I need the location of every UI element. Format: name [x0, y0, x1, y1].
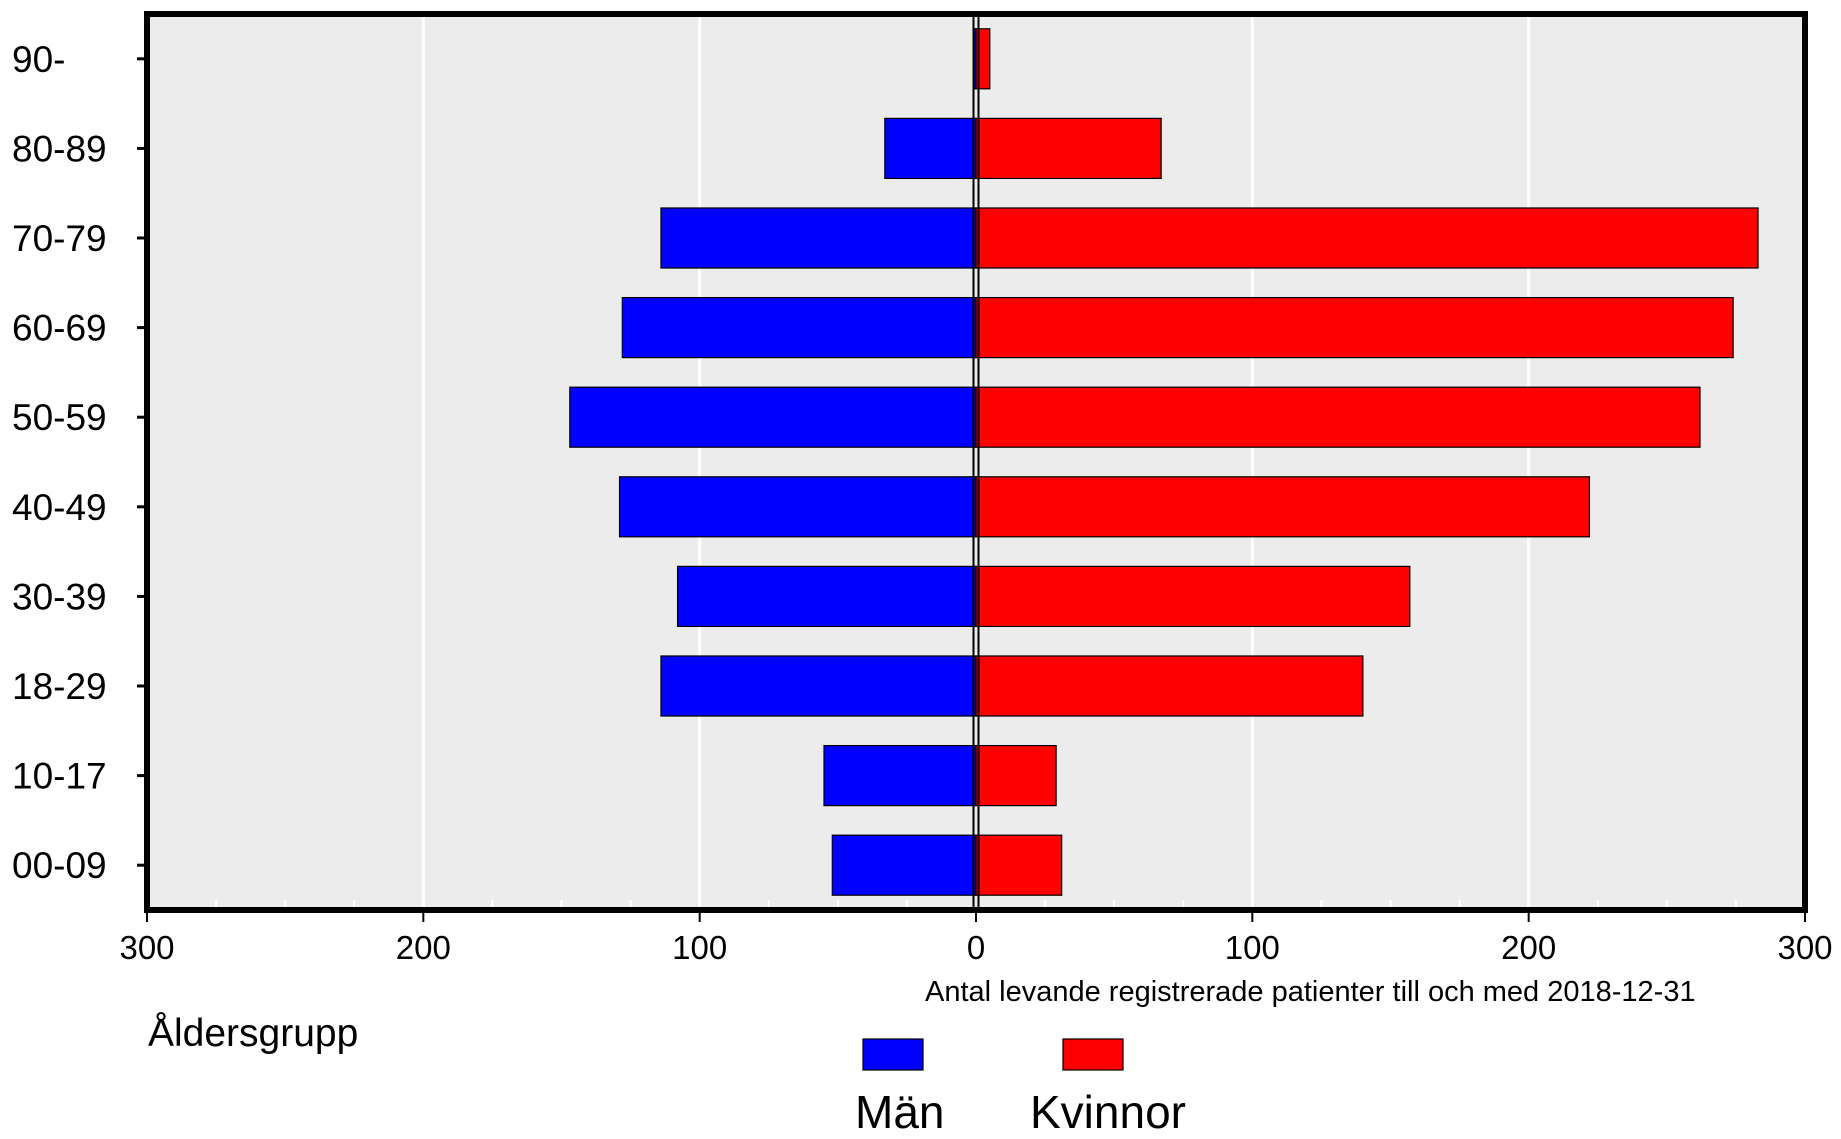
y-tick-label: 30-39	[12, 576, 107, 617]
bar-man-80-89	[884, 117, 977, 180]
y-tick-label: 90-	[12, 39, 65, 80]
bar-man-60-69	[621, 296, 977, 359]
x-tick-label: 300	[1777, 929, 1832, 966]
legend-swatch-kvinnor	[1062, 1038, 1124, 1071]
x-tick-label: 100	[672, 929, 727, 966]
bar-man-40-49	[618, 476, 977, 538]
y-tick-label: 70-79	[12, 218, 107, 259]
x-tick-label: 200	[1501, 929, 1556, 966]
x-tick-label: 300	[119, 929, 174, 966]
y-tick-label: 18-29	[12, 666, 107, 707]
bar-kvinnor-18-29	[975, 655, 1364, 717]
y-tick-label: 00-09	[12, 845, 107, 886]
y-tick-label: 80-89	[12, 128, 107, 169]
bar-man-10-17	[823, 744, 977, 807]
bar-kvinnor-30-39	[975, 565, 1411, 628]
plot-frame	[144, 11, 1808, 913]
bar-man-50-59	[569, 386, 977, 448]
legend-label-kvinnor: Kvinnor	[1030, 1086, 1186, 1138]
bar-man-18-29	[660, 655, 977, 717]
y-tick-label: 10-17	[12, 756, 107, 797]
y-tick-label: 50-59	[12, 397, 107, 438]
legend-swatch-man	[862, 1038, 924, 1071]
bar-kvinnor-80-89	[975, 117, 1162, 180]
x-axis-title: Antal levande registrerade patienter til…	[925, 976, 1696, 1008]
bar-kvinnor-00-09	[975, 834, 1063, 896]
x-tick-label: 0	[967, 929, 985, 966]
y-tick-label: 40-49	[12, 487, 107, 528]
x-tick-label: 200	[396, 929, 451, 966]
bar-kvinnor-60-69	[975, 296, 1734, 359]
y-tick-label: 60-69	[12, 308, 107, 349]
bar-kvinnor-50-59	[975, 386, 1701, 448]
bar-man-30-39	[676, 565, 977, 628]
bar-man-70-79	[660, 207, 977, 269]
bar-kvinnor-70-79	[975, 207, 1759, 269]
y-axis-title: Åldersgrupp	[148, 1012, 359, 1055]
x-tick-label: 100	[1225, 929, 1280, 966]
bar-kvinnor-10-17	[975, 744, 1057, 807]
bar-man-00-09	[831, 834, 977, 896]
bar-kvinnor-40-49	[975, 476, 1591, 538]
legend-label-man: Män	[855, 1086, 945, 1138]
